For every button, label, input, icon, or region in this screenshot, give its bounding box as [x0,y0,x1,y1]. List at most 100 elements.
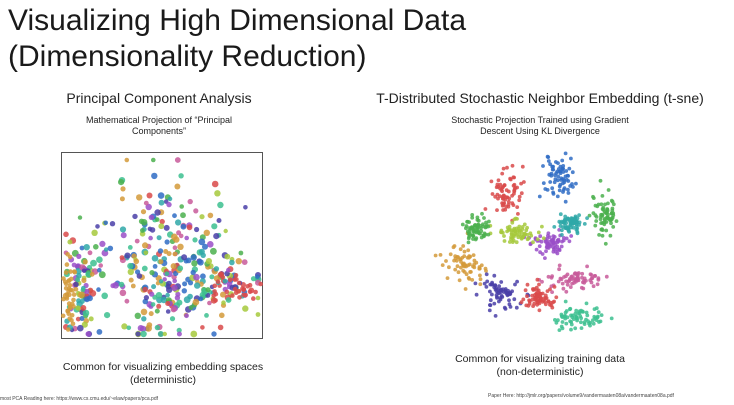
tsne-point [580,309,585,314]
pca-point [172,278,177,284]
tsne-point [560,281,565,286]
tsne-point [537,308,542,313]
pca-point [140,308,148,316]
tsne-point [561,170,566,174]
tsne-point [571,317,576,321]
tsne-point [574,181,578,186]
pca-point [79,316,85,321]
pca-point [194,226,200,233]
tsne-panel-header: T-Distributed Stochastic Neighbor Embedd… [360,90,720,137]
pca-point [130,283,136,289]
tsne-point [527,299,532,304]
tsne-point [589,273,594,277]
pca-point [165,292,170,298]
tsne-point [573,311,578,316]
tsne-point [462,261,466,266]
pca-point [162,277,167,282]
pca-point [222,278,228,284]
tsne-point [546,274,551,279]
tsne-point [501,203,506,207]
tsne-paper-link[interactable]: Paper Here: http://jmlr.org/papers/volum… [488,393,674,399]
pca-point [136,194,143,201]
pca-point [187,198,193,205]
tsne-point [514,305,519,310]
tsne-point [548,287,552,292]
tsne-point [600,194,605,198]
slide-title-line-2: (Dimensionality Reduction) [8,40,367,73]
tsne-point [570,216,575,221]
pca-point [233,273,239,278]
tsne-point [526,303,531,308]
pca-point [76,273,82,279]
tsne-point [502,239,507,243]
pca-point [96,256,103,263]
tsne-point [519,181,523,186]
pca-point [213,298,218,303]
pca-point [154,209,161,216]
tsne-point [591,321,596,326]
tsne-point [444,259,448,263]
tsne-point [497,284,501,289]
tsne-point [611,211,616,216]
pca-point [234,277,239,282]
tsne-point [440,263,445,267]
tsne-point [588,323,592,328]
pca-point [62,279,68,284]
pca-point [75,305,81,311]
tsne-point [560,158,565,163]
pca-point [180,212,186,219]
tsne-point [605,216,610,221]
pca-point [80,287,86,293]
tsne-subtitle-line-1: Stochastic Projection Trained using Grad… [451,115,629,125]
tsne-point [557,184,562,189]
tsne-heading: T-Distributed Stochastic Neighbor Embedd… [376,90,704,106]
tsne-point [498,297,503,302]
tsne-point [473,237,478,242]
pca-point [90,259,97,267]
pca-point [89,290,97,297]
pca-point [143,200,149,206]
tsne-point [531,240,535,245]
pca-point [127,262,134,270]
tsne-point [551,245,556,250]
tsne-point [555,194,560,199]
tsne-point [565,216,570,221]
tsne-point [500,171,505,176]
tsne-point [501,166,506,171]
tsne-point [512,297,517,302]
pca-point [173,236,180,243]
tsne-point [552,240,557,245]
tsne-point [566,279,571,284]
tsne-point [511,203,516,207]
pca-subtitle-line-1: Mathematical Projection of “Principal [85,115,233,125]
pca-point [101,292,108,300]
pca-point [97,267,102,273]
tsne-point [557,267,561,272]
slide-title: Visualizing High Dimensional Data (Dimen… [8,3,728,75]
tsne-point [540,279,544,284]
pca-point [78,291,85,299]
pca-point [162,331,167,337]
tsne-point [563,299,568,304]
tsne-point [502,234,506,238]
pca-point [120,232,127,239]
pca-point [247,289,253,295]
pca-reading-link[interactable]: most PCA Reading here: https://www.cs.cm… [0,396,158,402]
pca-point [89,271,95,277]
tsne-point [521,297,526,302]
pca-point [151,157,156,163]
pca-point [216,218,222,223]
pca-point [174,183,181,190]
tsne-point [575,272,580,276]
pca-point [135,331,141,337]
tsne-point [466,248,471,253]
pca-point [149,270,155,276]
tsne-point [567,239,572,244]
tsne-point [572,281,576,285]
pca-point [142,242,149,249]
tsne-point [579,320,583,325]
tsne-point [477,266,482,271]
pca-point [219,312,225,319]
tsne-point [554,295,559,300]
pca-point [82,259,88,265]
